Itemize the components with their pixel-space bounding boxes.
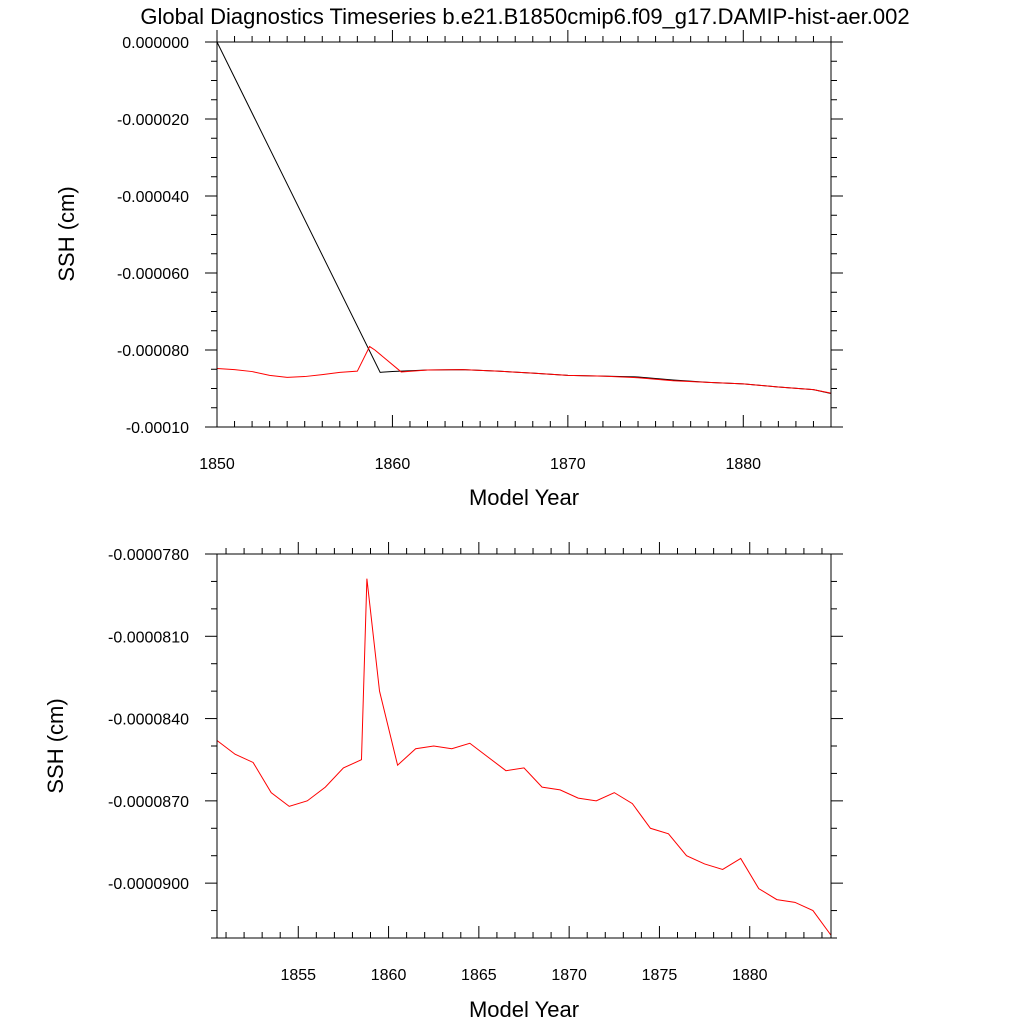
top-xlabel: Model Year xyxy=(469,485,579,510)
bottom-ytick-label: -0.0000780 xyxy=(108,547,189,564)
bottom-xtick-label: 1870 xyxy=(551,967,587,984)
top-ylabel: SSH (cm) xyxy=(54,186,79,281)
bottom-series xyxy=(216,578,832,936)
bottom-xlabel: Model Year xyxy=(469,997,579,1022)
chart-title: Global Diagnostics Timeseries b.e21.B185… xyxy=(140,4,909,29)
bottom-ylabel: SSH (cm) xyxy=(43,698,68,793)
top-ytick-label: -0.000060 xyxy=(117,266,189,283)
top-ytick-label: -0.00010 xyxy=(126,420,189,437)
top-ytick-label: -0.000020 xyxy=(117,112,189,129)
bottom-series-line-0 xyxy=(216,578,832,936)
top-xtick-label: 1850 xyxy=(199,456,235,473)
bottom-xtick-label: 1865 xyxy=(461,967,497,984)
bottom-xtick-label: 1855 xyxy=(280,967,316,984)
top-xtick-label: 1880 xyxy=(725,456,761,473)
bottom-ytick-label: -0.0000870 xyxy=(108,794,189,811)
bottom-ticks: 1855 1860 1865 1870 1875 1880 -0.0000780 -0.000… xyxy=(108,542,843,984)
top-ticks: 1850 1860 1870 1880 0.000000 -0.000020 -0.0000… xyxy=(117,30,843,473)
top-series-line-0 xyxy=(216,41,832,394)
top-series-line-1 xyxy=(216,345,832,394)
top-panel: 1850 1860 1870 1880 0.000000 -0.000020 -0.0000… xyxy=(54,30,843,510)
top-ytick-label: -0.000080 xyxy=(117,343,189,360)
top-xtick-label: 1870 xyxy=(550,456,586,473)
bottom-xtick-label: 1875 xyxy=(642,967,678,984)
bottom-panel: 1855 1860 1865 1870 1875 1880 -0.0000780 -0.000… xyxy=(43,542,843,1022)
bottom-frame xyxy=(216,553,832,939)
top-frame xyxy=(216,41,832,428)
top-xtick-label: 1860 xyxy=(375,456,411,473)
bottom-xtick-label: 1880 xyxy=(732,967,768,984)
bottom-ytick-label: -0.0000810 xyxy=(108,629,189,646)
bottom-xtick-label: 1860 xyxy=(371,967,407,984)
bottom-ytick-label: -0.0000900 xyxy=(108,876,189,893)
bottom-ytick-label: -0.0000840 xyxy=(108,712,189,729)
top-ytick-label: 0.000000 xyxy=(122,35,189,52)
top-series xyxy=(216,41,832,394)
top-ytick-label: -0.000040 xyxy=(117,189,189,206)
